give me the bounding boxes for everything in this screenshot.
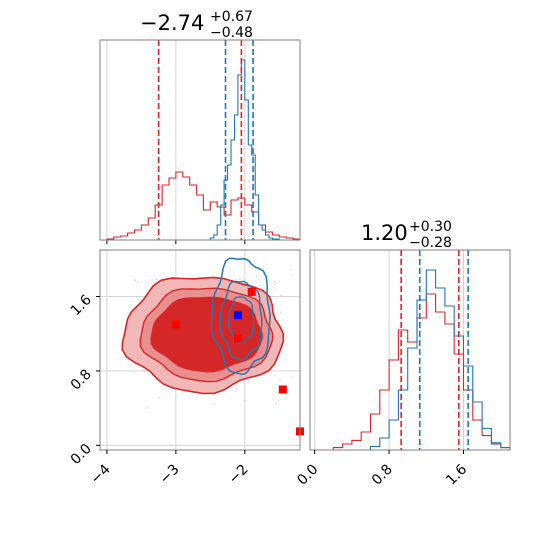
marginal-y-histogram-blue: [369, 269, 511, 450]
joint-scatter-point: [291, 274, 293, 276]
joint-scatter-point: [155, 278, 158, 281]
joint-scatter-point: [290, 268, 292, 271]
joint-scatter-point: [275, 402, 277, 404]
joint-scatter-point: [282, 352, 285, 354]
marginal-y-tick-label: 1.6: [443, 461, 470, 488]
joint-y-tick-label: 1.6: [68, 292, 95, 319]
joint-scatter-point: [279, 379, 281, 382]
joint-scatter-point: [163, 272, 166, 274]
joint-contour-blue-inner: [228, 296, 255, 345]
joint-frame: [99, 249, 301, 451]
joint-contour-blue-mid: [219, 280, 263, 361]
marginal-y-panel: 0.0 0.8 1.6: [294, 249, 511, 489]
joint-scatter-point: [274, 283, 276, 285]
joint-x-tick-label: −2: [226, 462, 252, 488]
joint-scatter-point: [135, 372, 137, 375]
joint-scatter-point: [280, 311, 282, 313]
marginal-y-title-lower: −0.28: [409, 235, 452, 251]
joint-scatter-point: [291, 376, 294, 379]
marginal-x-histogram-red: [106, 171, 301, 240]
joint-contour-blue-outer: [210, 257, 271, 375]
joint-marker-red: [278, 385, 287, 394]
joint-scatter-point: [236, 388, 238, 391]
marginal-y-tick-label: 0.8: [369, 462, 396, 489]
marginal-x-title: −2.74: [140, 11, 204, 35]
marginal-y-frame: [309, 249, 511, 451]
joint-scatter-point: [212, 402, 215, 405]
marginal-y-title: 1.20: [361, 221, 408, 245]
marginal-x-frame: [99, 39, 301, 241]
joint-y-tick-label: 0.0: [68, 441, 95, 468]
joint-scatter-point: [282, 329, 285, 332]
joint-panel: −4 −3 −2 0.0 0.8 1.6: [68, 249, 304, 488]
joint-scatter-point: [145, 407, 148, 409]
joint-scatter-point: [137, 281, 139, 284]
joint-scatter-point: [234, 387, 236, 389]
joint-marker-red: [247, 287, 256, 296]
joint-scatter-point: [255, 275, 258, 278]
joint-scatter-point: [244, 399, 246, 402]
marginal-y-tick-label: 0.0: [294, 462, 321, 489]
joint-scatter-point: [277, 399, 280, 402]
joint-marker-red: [171, 320, 180, 329]
joint-marker-red: [233, 334, 242, 343]
joint-scatter-point: [143, 369, 145, 371]
joint-scatter-point: [273, 287, 276, 289]
marginal-y-title-upper: +0.30: [409, 219, 452, 235]
marginal-x-histogram-blue: [209, 59, 283, 241]
joint-scatter-point: [158, 396, 160, 399]
joint-scatter-point: [239, 278, 241, 281]
joint-x-tick-label: −3: [157, 462, 183, 488]
joint-scatter-point: [259, 284, 262, 287]
joint-scatter-point: [274, 280, 276, 283]
joint-scatter-point: [280, 294, 282, 297]
joint-scatter-point: [134, 279, 136, 282]
joint-y-tick-label: 0.8: [68, 366, 95, 393]
joint-x-tick-label: −4: [88, 461, 114, 487]
marginal-y-histogram-red: [332, 293, 511, 450]
joint-scatter-point: [278, 280, 280, 283]
joint-scatter-point: [234, 278, 237, 281]
joint-scatter-point: [151, 279, 153, 281]
marginal-x-panel: [99, 39, 301, 244]
joint-scatter-point: [273, 374, 276, 377]
joint-marker-blue: [233, 311, 242, 320]
marginal-x-title-lower: −0.48: [210, 25, 253, 41]
marginal-x-title-upper: +0.67: [210, 9, 253, 25]
